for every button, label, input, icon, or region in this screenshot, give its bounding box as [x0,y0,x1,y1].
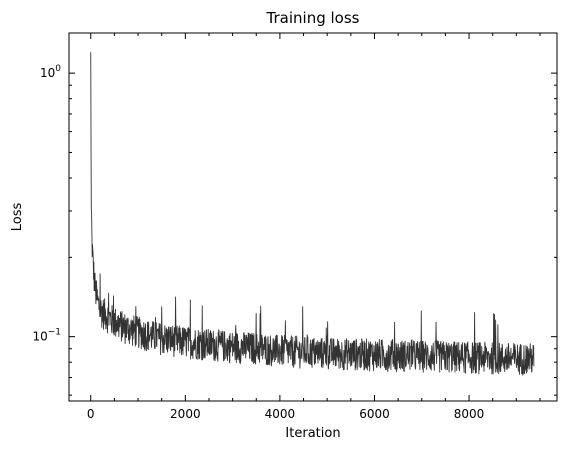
axis-ticks: 0 2000 4000 6000 8000 10−1 100 [32,33,557,421]
y-tick-label: 10−1 [32,328,61,344]
loss-line [90,52,535,376]
x-tick-label: 2000 [170,407,201,421]
x-tick-label: 8000 [454,407,485,421]
chart-title: Training loss [266,9,360,27]
x-tick-label: 0 [87,407,95,421]
plot-frame [68,32,558,402]
x-tick-label: 6000 [359,407,390,421]
x-axis-label: Iteration [285,426,340,441]
x-tick-label: 4000 [265,407,296,421]
loss-series [90,52,535,376]
y-axis-label: Loss [10,203,25,232]
y-tick-label: 100 [40,64,61,80]
